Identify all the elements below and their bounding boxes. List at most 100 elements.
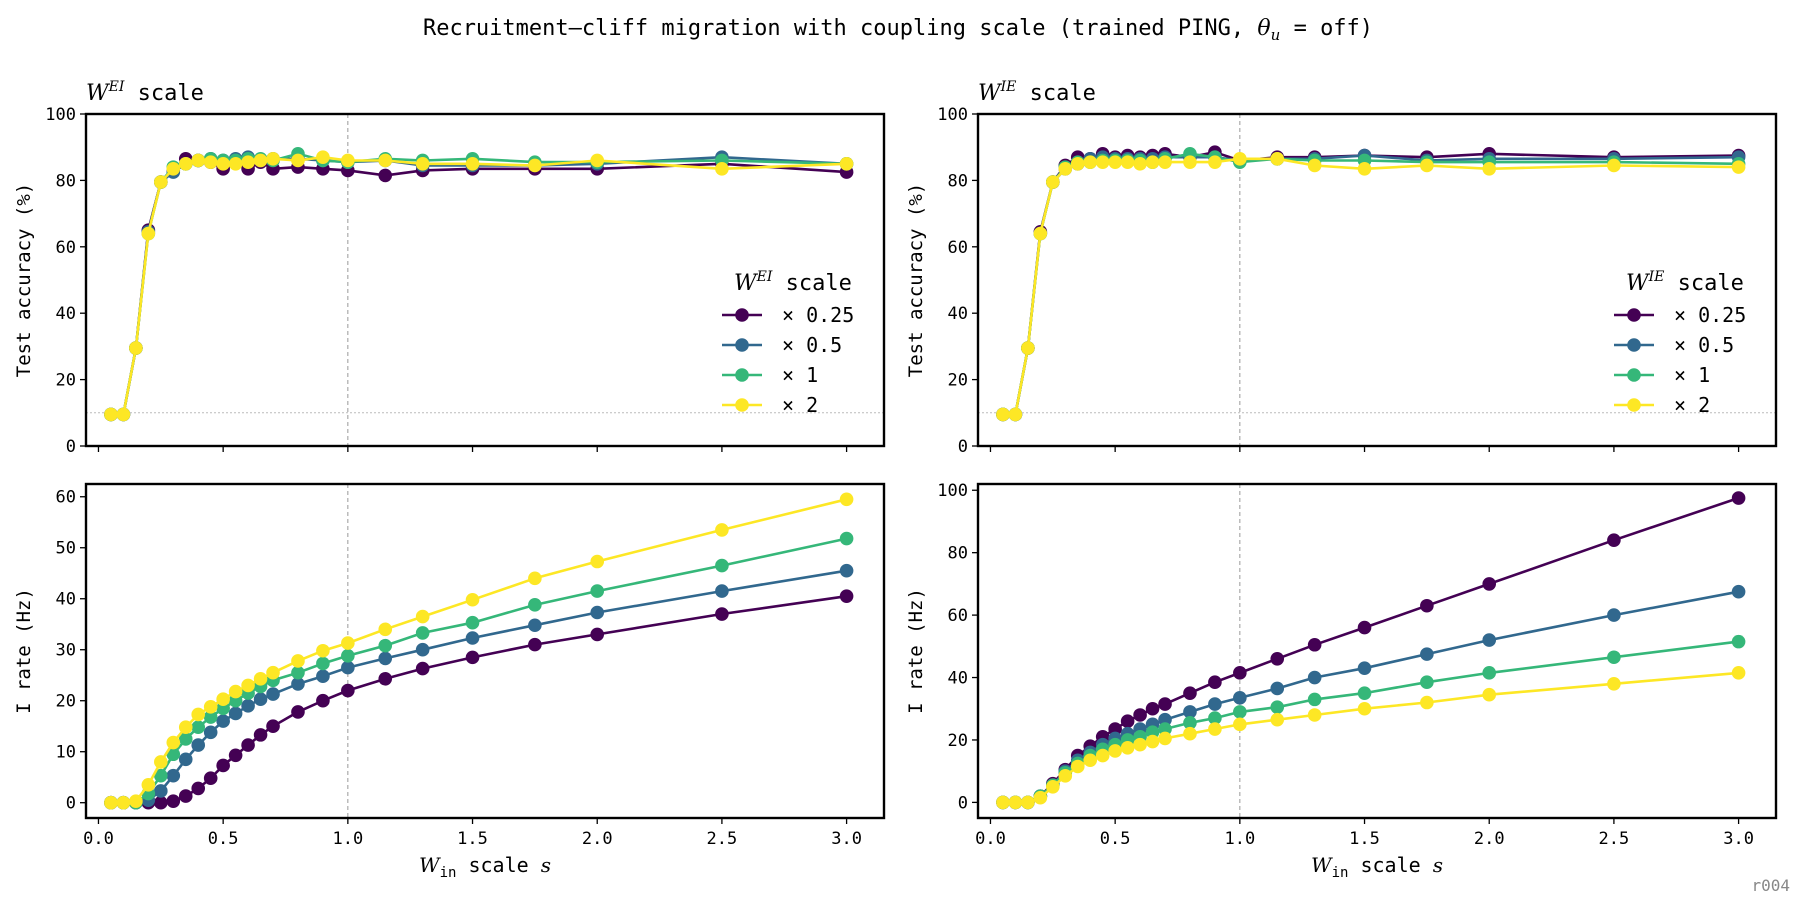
data-point-x0.5 [1420, 647, 1434, 661]
x-tick-label: 3.0 [831, 829, 862, 849]
data-point-x0.5 [1183, 705, 1197, 719]
x-tick-label: 2.0 [1474, 829, 1505, 849]
data-point-x2 [1420, 695, 1434, 710]
data-point-x2 [1420, 158, 1434, 173]
data-point-x2 [1108, 744, 1122, 758]
data-point-x0.25 [715, 607, 729, 621]
data-point-x0.5 [1357, 661, 1372, 675]
data-point-x0.25 [1482, 577, 1497, 591]
data-point-x0.5 [341, 660, 355, 675]
data-point-x2 [316, 150, 330, 164]
data-point-x2 [378, 153, 393, 168]
data-point-x2 [1033, 790, 1048, 805]
series-line-x2 [110, 498, 847, 805]
y-tick-label: 40 [948, 304, 968, 324]
plot-frame [976, 482, 1778, 820]
data-point-x1 [1420, 675, 1434, 690]
data-point-x2 [1357, 701, 1372, 716]
x-tick-label: 2.5 [1599, 829, 1630, 849]
legend: WIE scale × 0.25 × 0.5 × 1 × 2 [1614, 269, 1746, 417]
data-point-x2 [1133, 157, 1147, 171]
legend-swatch-marker [1627, 308, 1641, 322]
data-point-x1 [316, 656, 330, 671]
legend-entry-label: × 2 [782, 393, 818, 417]
y-tick-label: 20 [56, 692, 76, 712]
data-point-x2 [465, 592, 480, 607]
x-tick-label: 2.0 [582, 829, 613, 849]
legend-entry-label: × 0.5 [1674, 333, 1734, 357]
data-point-x2 [1183, 726, 1197, 741]
data-point-x0.5 [1731, 584, 1746, 599]
legend-swatch-marker [735, 398, 749, 412]
data-point-x2 [116, 407, 131, 422]
data-point-x0.5 [266, 687, 280, 701]
legend-title: WEI scale [734, 269, 852, 296]
x-tick-label: 0.0 [975, 829, 1006, 849]
data-point-x2 [1008, 407, 1023, 422]
data-point-x0.5 [203, 725, 218, 740]
panel-title: WEI scale [86, 79, 204, 106]
data-point-x0.25 [1607, 533, 1621, 547]
data-point-x1 [1145, 725, 1160, 739]
legend-entry-label: × 0.5 [782, 333, 842, 357]
data-point-x1 [465, 615, 480, 630]
data-point-x2 [1607, 158, 1621, 173]
data-point-x2 [1095, 155, 1110, 169]
data-point-x2 [1120, 155, 1135, 169]
data-point-x0.5 [1233, 691, 1247, 705]
data-point-x2 [1482, 687, 1497, 702]
y-tick-label: 20 [56, 371, 76, 391]
y-tick-label: 20 [948, 371, 968, 391]
legend-title: WIE scale [1626, 269, 1744, 296]
data-point-x1 [1357, 686, 1372, 700]
data-point-x2 [228, 684, 243, 699]
corner-tag: r004 [1751, 876, 1790, 895]
data-point-x2 [1208, 155, 1222, 169]
y-axis-label: Test accuracy (%) [13, 183, 35, 377]
data-point-x0.5 [378, 651, 393, 666]
series-line-x0.5 [1002, 590, 1739, 804]
data-point-x2 [1357, 161, 1372, 176]
data-point-x0.25 [1208, 675, 1222, 690]
data-point-x0.25 [590, 627, 605, 642]
data-point-x1 [178, 732, 193, 746]
legend-entry-label: × 1 [1674, 363, 1710, 387]
data-point-x2 [465, 157, 480, 171]
data-point-x0.25 [291, 705, 305, 719]
legend-swatch-marker [735, 368, 749, 382]
data-point-x2 [104, 407, 118, 422]
y-tick-label: 60 [948, 238, 968, 258]
data-point-x0.25 [253, 728, 268, 742]
x-tick-label: 3.0 [1723, 829, 1754, 849]
data-point-x1 [1482, 666, 1497, 680]
y-tick-label: 0 [958, 793, 968, 813]
data-point-x2 [1731, 160, 1746, 174]
data-point-x0.25 [1233, 666, 1247, 680]
data-point-x2 [141, 226, 156, 241]
data-point-x2 [253, 671, 268, 686]
y-tick-label: 80 [948, 544, 968, 564]
data-point-x2 [1108, 155, 1122, 169]
data-point-x2 [316, 643, 330, 658]
data-point-x1 [166, 747, 181, 762]
data-point-x2 [715, 161, 729, 176]
y-axis-label: I rate (Hz) [905, 588, 927, 714]
data-point-x2 [178, 720, 193, 735]
data-point-x0.25 [1731, 491, 1746, 505]
data-point-x0.25 [1133, 708, 1147, 722]
data-point-x2 [341, 153, 355, 168]
data-point-x0.5 [166, 768, 181, 783]
data-point-x0.5 [715, 584, 729, 598]
data-point-x0.25 [178, 789, 193, 803]
data-point-x0.5 [590, 605, 605, 620]
data-point-x0.25 [1120, 714, 1135, 729]
data-point-x2 [291, 153, 305, 168]
x-axis-label: Win scale s [1311, 853, 1443, 881]
data-point-x0.25 [1270, 652, 1285, 666]
data-point-x2 [1307, 708, 1322, 722]
data-point-x0.25 [1108, 722, 1122, 736]
data-point-x2 [996, 407, 1010, 422]
data-point-x2 [996, 795, 1010, 810]
data-point-x0.25 [1420, 598, 1434, 613]
data-point-x0.5 [154, 784, 168, 798]
